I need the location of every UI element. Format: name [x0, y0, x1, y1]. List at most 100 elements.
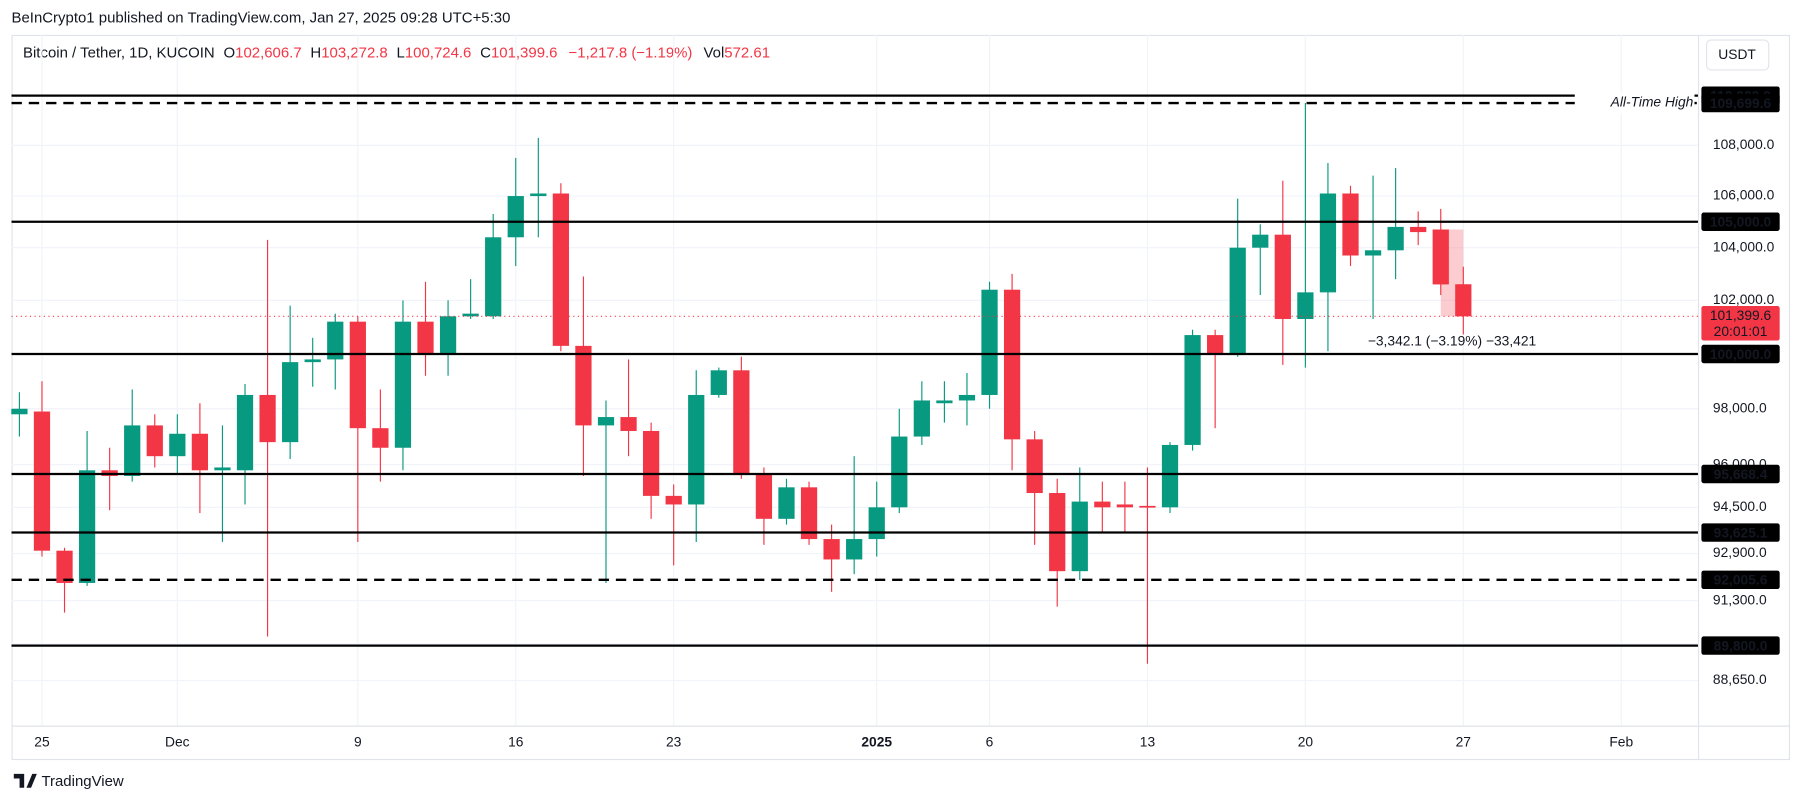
symbol: Bitcoin / Tether, 1D, KUCOIN: [23, 44, 215, 61]
annotation: All-Time High: [1610, 94, 1694, 110]
y-tick-label: 108,000.0: [1713, 136, 1775, 152]
level-badge: [1701, 570, 1780, 590]
x-tick-label: 13: [1140, 733, 1156, 749]
candle-body: [1410, 226, 1427, 233]
change-value: −1,217.8 (−1.19%): [569, 44, 693, 61]
level-badge: [1701, 344, 1780, 364]
candle-body: [642, 430, 660, 496]
candle-body: [78, 470, 96, 583]
candle-body: [439, 316, 457, 354]
candle-body: [1094, 501, 1111, 508]
candle-body: [1387, 226, 1404, 251]
candle-body: [1342, 193, 1359, 256]
high-value: 103,272.8: [321, 44, 388, 61]
brand: TradingView: [13, 773, 124, 790]
open-value: 102,606.7: [235, 44, 302, 61]
candle-body: [778, 487, 795, 519]
candle-body: [214, 467, 231, 471]
candle-body: [755, 473, 773, 519]
chart-frame: [11, 34, 1791, 761]
candle-body: [33, 411, 51, 551]
candle-body: [349, 321, 366, 429]
level-badge: [1701, 523, 1780, 542]
high-key: H: [310, 44, 321, 61]
candle-body: [327, 321, 344, 360]
candle-body: [372, 428, 389, 448]
level-label: 89,800.0: [1714, 637, 1768, 653]
level-label: 100,000.0: [1710, 346, 1772, 362]
close-key: C: [480, 44, 491, 61]
candle-body: [1184, 335, 1201, 445]
volume-value: 572.61: [724, 44, 770, 61]
candle-body: [11, 408, 28, 415]
candle-body: [304, 359, 321, 363]
candle-body: [1003, 289, 1021, 440]
level-badge: [1701, 464, 1780, 484]
candle-body: [394, 321, 412, 448]
candle-body: [56, 550, 73, 583]
brand-name: TradingView: [41, 773, 123, 790]
candle-body: [1252, 234, 1269, 248]
level-label: 92,005.6: [1714, 572, 1768, 588]
volume-key: Vol: [703, 44, 724, 61]
candle-body: [259, 394, 276, 443]
candle-body: [236, 394, 254, 471]
candle-body: [1026, 439, 1043, 494]
close-value: 101,399.6: [491, 44, 558, 61]
candle-body: [1297, 292, 1314, 319]
candle-body: [1161, 444, 1179, 508]
candle-body: [462, 313, 479, 317]
x-tick-label: 9: [354, 733, 362, 749]
level-badge: [1701, 212, 1780, 231]
candle-body: [936, 400, 953, 404]
candle-body: [191, 433, 209, 471]
candle-body: [169, 433, 186, 457]
candle-body: [507, 196, 524, 238]
candle-body: [575, 345, 592, 426]
candle-body: [552, 193, 569, 346]
candle-body: [913, 400, 930, 437]
candle-body: [846, 539, 863, 560]
candle-body: [1116, 504, 1134, 508]
measure-box: [1440, 229, 1464, 317]
candle-body: [891, 436, 908, 508]
candle-body: [800, 487, 818, 540]
candle-body: [530, 193, 547, 197]
candle-body: [1139, 505, 1156, 508]
currency-button-box[interactable]: [1706, 39, 1770, 71]
candle-body: [417, 321, 434, 354]
candle-body: [1432, 229, 1449, 285]
x-tick-label: Dec: [165, 733, 190, 749]
level-badge: [1701, 93, 1780, 113]
y-tick-label: 104,000.0: [1713, 238, 1775, 254]
candle-body: [1229, 247, 1246, 354]
level-badge: [1701, 636, 1780, 655]
candle-body: [597, 417, 615, 426]
y-tick-label: 106,000.0: [1713, 187, 1775, 203]
candle-body: [958, 394, 976, 401]
candle-body: [688, 394, 705, 505]
candle-body: [733, 370, 750, 474]
plot-area: 25 Dec 9 16 23 2025 6 13 20 27 Feb 108,000.0 106,000…: [11, 34, 1780, 749]
candle-body: [981, 289, 998, 395]
x-tick-label: 6: [986, 733, 994, 749]
level-label: 93,625.1: [1714, 524, 1768, 540]
x-tick-label: Feb: [1609, 733, 1633, 749]
candle-body: [1071, 501, 1088, 572]
low-key: L: [397, 44, 405, 61]
y-tick-label: 94,500.0: [1713, 498, 1767, 514]
last-price-badge: [1701, 305, 1780, 341]
level-label: 105,000.0: [1710, 214, 1772, 230]
currency-button[interactable]: USDT: [1706, 39, 1770, 71]
candle-body: [146, 425, 163, 457]
measure-label: −3,342.1 (−3.19%) −33,421: [1368, 332, 1536, 348]
candle-body: [1319, 193, 1337, 293]
y-tick-label: 98,000.0: [1713, 399, 1767, 415]
y-tick-label: 102,000.0: [1713, 291, 1775, 307]
currency-label[interactable]: USDT: [1718, 46, 1756, 62]
candle-body: [620, 417, 637, 431]
low-value: 100,724.6: [405, 44, 472, 61]
